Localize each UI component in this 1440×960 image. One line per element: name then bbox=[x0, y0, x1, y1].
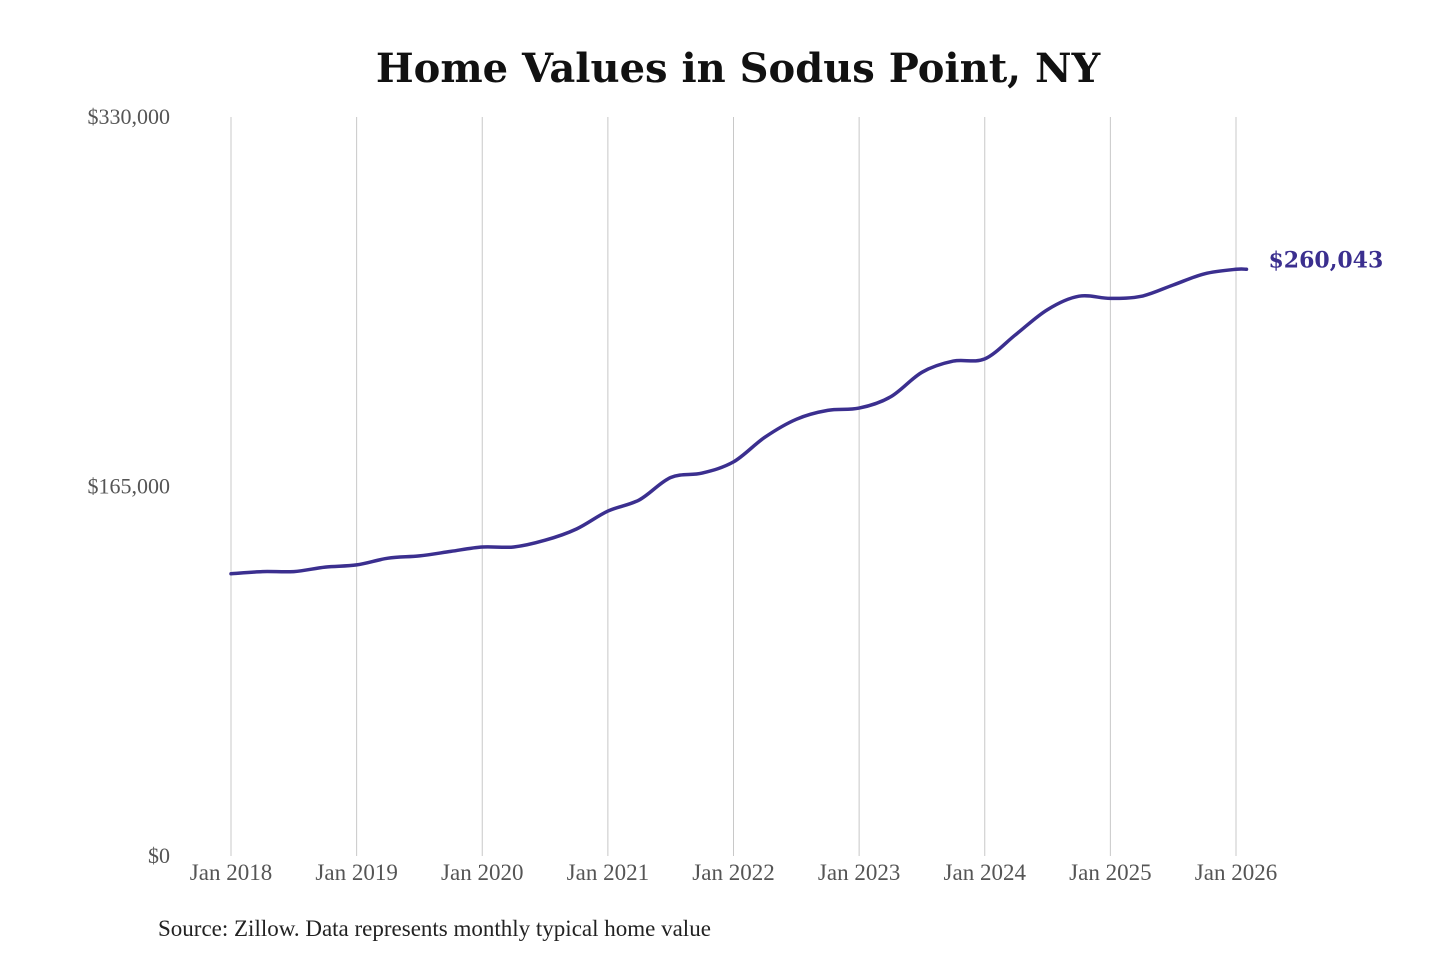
x-tick-label: Jan 2019 bbox=[315, 860, 397, 885]
chart-title: Home Values in Sodus Point, NY bbox=[376, 45, 1101, 92]
series-line bbox=[229, 267, 1249, 576]
y-tick-label: $0 bbox=[148, 843, 170, 868]
x-tick-label: Jan 2024 bbox=[944, 860, 1027, 885]
y-axis-ticks: $0 $165,000 $330,000 bbox=[88, 104, 171, 868]
x-tick-label: Jan 2021 bbox=[567, 860, 649, 885]
x-tick-label: Jan 2018 bbox=[190, 860, 272, 885]
x-tick-label: Jan 2022 bbox=[692, 860, 774, 885]
x-tick-label: Jan 2025 bbox=[1069, 860, 1151, 885]
y-tick-label: $330,000 bbox=[88, 104, 171, 129]
source-note: Source: Zillow. Data represents monthly … bbox=[158, 916, 711, 941]
x-tick-label: Jan 2026 bbox=[1195, 860, 1277, 885]
x-axis-ticks: Jan 2018 Jan 2019 Jan 2020 Jan 2021 Jan 2022… bbox=[190, 860, 1277, 885]
end-value-label: $260,043 bbox=[1268, 247, 1383, 273]
x-tick-label: Jan 2020 bbox=[441, 860, 523, 885]
gridlines bbox=[230, 117, 1237, 856]
x-tick-label: Jan 2023 bbox=[818, 860, 900, 885]
y-tick-label: $165,000 bbox=[88, 474, 171, 499]
